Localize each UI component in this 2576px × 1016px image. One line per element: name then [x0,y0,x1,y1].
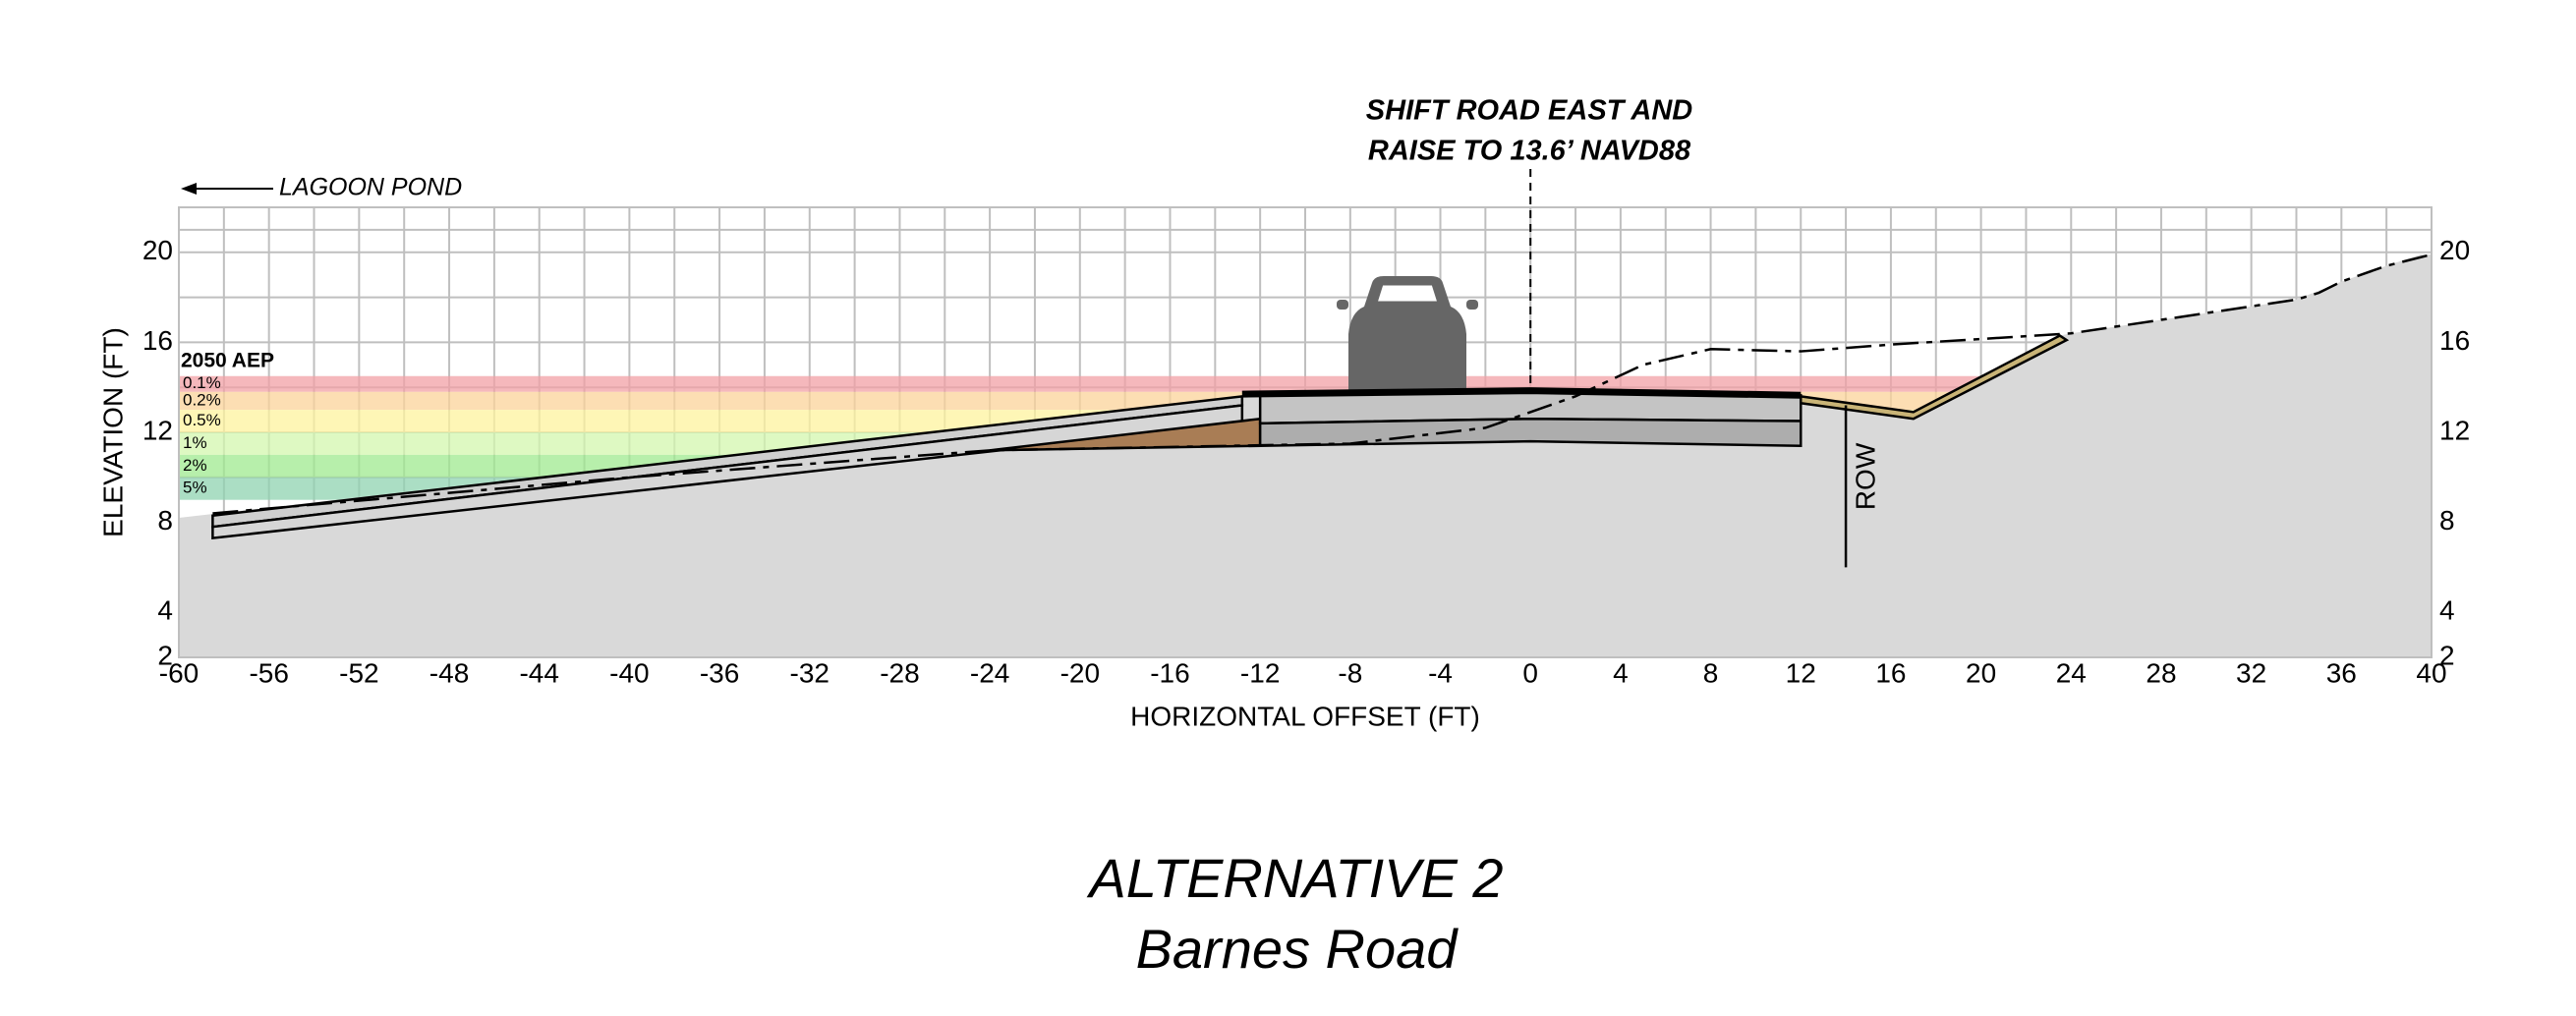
x-tick-label: -60 [159,657,199,688]
annotations [212,169,2433,568]
x-tick-label: -36 [700,657,739,688]
arrow-head [181,183,197,195]
y-tick-label: 4 [157,595,173,626]
y2-tick-label: 12 [2439,415,2470,445]
ground [179,254,2432,657]
aep-label: 2% [183,456,207,475]
x-tick-label: -28 [880,657,919,688]
x-tick-label: -40 [609,657,649,688]
car-body [1348,276,1466,394]
x-tick-label: -20 [1060,657,1100,688]
aep-title: 2050 AEP [181,350,274,372]
x-tick-label: -56 [249,657,288,688]
caption-title: ALTERNATIVE 2 [1086,847,1503,909]
x-tick-label: 28 [2146,657,2176,688]
ground-fill [179,254,2432,657]
x-tick-label: -16 [1150,657,1189,688]
x-tick-label: 24 [2056,657,2087,688]
x-tick-label: -52 [339,657,378,688]
plot-frame [178,206,2433,658]
car-mirror [1337,300,1348,310]
y-tick-label: 20 [143,235,173,265]
car-mirror [1466,300,1478,310]
y-tick-label: 12 [143,415,173,445]
structure-layer [1258,418,1803,448]
x-tick-label: -8 [1338,657,1362,688]
x-tick-label: -48 [429,657,469,688]
y-axis-label: ELEVATION (FT) [97,327,128,537]
x-tick-label: 8 [1703,657,1719,688]
aep-label: 0.5% [183,411,221,429]
structures [211,334,2070,540]
annotation-line: SHIFT ROAD EAST AND [1366,95,1692,127]
vehicle [1337,276,1478,394]
aep-label: 5% [183,479,207,497]
x-tick-label: 36 [2326,657,2357,688]
x-tick-label: -32 [790,657,830,688]
caption-subtitle: Barnes Road [1136,918,1460,980]
x-tick-label: 40 [2416,657,2446,688]
row-label: ROW [1850,442,1880,510]
y-tick-label: 2 [157,640,173,670]
aep-label: 0.1% [183,373,221,392]
x-tick-label: 32 [2236,657,2266,688]
y2-tick-label: 20 [2439,235,2470,265]
x-tick-label: 16 [1875,657,1906,688]
y2-tick-label: 2 [2439,640,2455,670]
y2-tick-label: 4 [2439,595,2455,626]
x-tick-label: 4 [1613,657,1629,688]
x-tick-label: 12 [1786,657,1816,688]
x-tick-label: -24 [970,657,1009,688]
y2-tick-label: 8 [2439,505,2455,536]
y-tick-label: 8 [157,505,173,536]
car-window [1373,282,1442,305]
x-tick-label: 0 [1522,657,1538,688]
x-tick-label: -4 [1428,657,1453,688]
annotation-line: RAISE TO 13.6’ NAVD88 [1368,136,1691,167]
aep-band [179,375,2432,392]
y2-tick-label: 16 [2439,325,2470,356]
x-axis-label: HORIZONTAL OFFSET (FT) [1130,701,1480,731]
y-tick-label: 16 [143,325,173,356]
aep-label: 1% [183,433,207,452]
existing-ground-line [212,253,2433,515]
x-tick-label: -12 [1240,657,1280,688]
direction-label: LAGOON POND [279,174,462,201]
structure-layer [1799,334,2070,421]
aep-label: 0.2% [183,390,221,409]
x-tick-label: -44 [519,657,558,688]
x-tick-label: 20 [1966,657,1996,688]
